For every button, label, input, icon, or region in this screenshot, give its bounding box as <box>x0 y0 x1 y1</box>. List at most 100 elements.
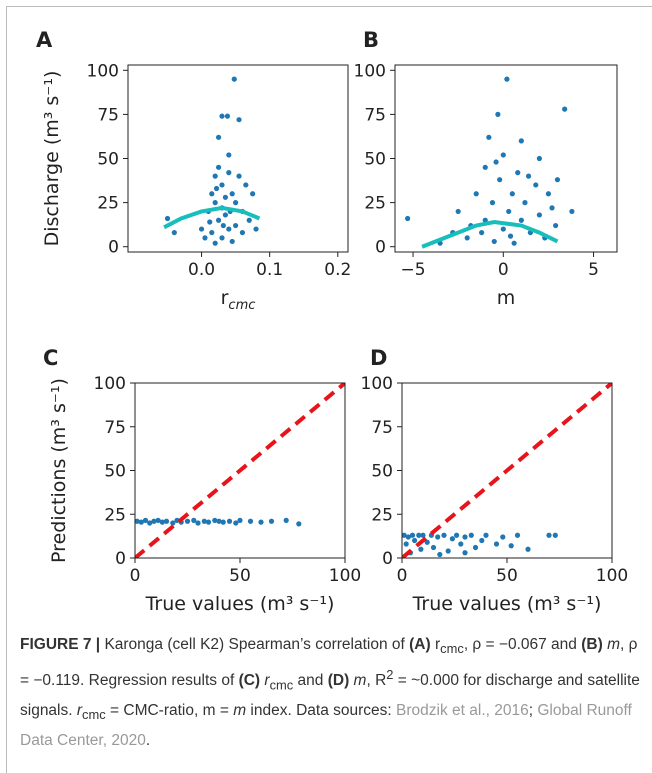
point <box>562 106 568 112</box>
point <box>455 208 461 215</box>
caption-plain: Karonga (cell K2) Spearman’s correlation… <box>104 636 410 653</box>
x-axis-label: True values (m³ s⁻¹) <box>412 593 602 615</box>
caption-italic: m <box>233 702 247 720</box>
axes-frame <box>401 382 613 559</box>
point <box>155 517 161 523</box>
frame <box>6 6 652 773</box>
point <box>224 113 231 119</box>
caption-bold: (D) <box>327 672 350 690</box>
point <box>473 191 479 197</box>
point <box>250 191 256 197</box>
point <box>163 518 170 524</box>
point <box>500 226 506 232</box>
x-tick-label: 0 <box>498 260 509 280</box>
point <box>409 532 416 538</box>
caption-plain: , R <box>366 672 387 690</box>
y-tick-label: 50 <box>104 462 126 482</box>
point <box>504 76 510 82</box>
x-axis-label: m <box>497 287 516 309</box>
x-tick-label: 0.2 <box>324 260 351 280</box>
caption-plain: r <box>430 636 441 653</box>
point <box>219 235 225 241</box>
point <box>219 113 225 119</box>
caption-sub: cmc <box>82 707 106 723</box>
point <box>229 238 235 245</box>
point <box>268 518 275 524</box>
point <box>493 159 499 165</box>
plot-area <box>402 383 612 558</box>
point <box>405 534 411 540</box>
x-tick-label: 0 <box>397 566 408 586</box>
point <box>525 173 532 179</box>
point <box>546 532 552 538</box>
caption-italic: r <box>260 672 270 690</box>
panel-label: B <box>363 28 379 52</box>
point <box>258 519 264 525</box>
point <box>222 212 228 218</box>
point <box>479 537 485 544</box>
point <box>536 212 542 218</box>
point <box>226 152 232 158</box>
caption-sub: cmc <box>269 677 294 693</box>
point <box>509 191 515 197</box>
caption-plain: ; <box>528 702 538 720</box>
point <box>213 185 220 192</box>
x-tick-label: 100 <box>329 566 361 586</box>
caption-sub: cmc <box>440 641 464 657</box>
point <box>525 546 531 552</box>
point <box>212 240 218 246</box>
point <box>553 222 559 229</box>
point <box>226 170 232 176</box>
point <box>174 517 180 523</box>
plot-area <box>163 76 261 246</box>
point <box>449 536 455 542</box>
point <box>215 134 222 140</box>
point <box>482 164 488 170</box>
caption-link[interactable]: Brodzik et al., 2016 <box>396 702 529 720</box>
point <box>212 517 218 523</box>
caption-link[interactable]: Global Runoff Data Center, 2020 <box>20 702 632 750</box>
x-axis-label-sub: cmc <box>228 298 255 313</box>
point <box>171 229 177 236</box>
x-tick-label: −5 <box>401 260 426 280</box>
y-tick-label: 75 <box>97 105 119 125</box>
point <box>506 208 512 215</box>
caption-plain: , ρ = −0.067 and <box>463 636 582 653</box>
point <box>209 191 215 197</box>
point <box>464 235 470 241</box>
axes-frame <box>127 64 349 253</box>
point <box>536 155 542 162</box>
x-axis-label: rcmc <box>221 287 256 313</box>
x-tick-label: 5 <box>588 260 599 280</box>
point <box>462 550 468 556</box>
point <box>283 517 289 523</box>
point <box>507 233 514 239</box>
point <box>403 541 409 547</box>
x-axis-label: True values (m³ s⁻¹) <box>145 593 335 615</box>
x-tick-label: 0.0 <box>188 260 215 280</box>
point <box>486 134 492 140</box>
point <box>233 520 239 526</box>
point <box>430 544 437 551</box>
caption-bold: (B) <box>581 636 603 653</box>
plot-area <box>405 76 575 249</box>
caption-plain: = CMC-ratio, m = <box>105 702 234 720</box>
x-axis-label-text: r <box>221 287 229 309</box>
point <box>441 532 447 538</box>
x-axis-label-text: True values (m³ s⁻¹) <box>145 593 335 615</box>
point <box>135 518 140 524</box>
point <box>500 534 506 540</box>
point <box>420 532 426 538</box>
caption-bold: (C) <box>238 672 261 690</box>
point <box>191 517 197 523</box>
point <box>412 537 418 544</box>
point <box>402 532 407 538</box>
point <box>195 520 201 526</box>
point <box>236 173 242 179</box>
y-tick-label: 0 <box>382 549 393 569</box>
point <box>445 548 451 554</box>
point <box>569 208 575 215</box>
x-tick-label: 50 <box>229 566 251 586</box>
